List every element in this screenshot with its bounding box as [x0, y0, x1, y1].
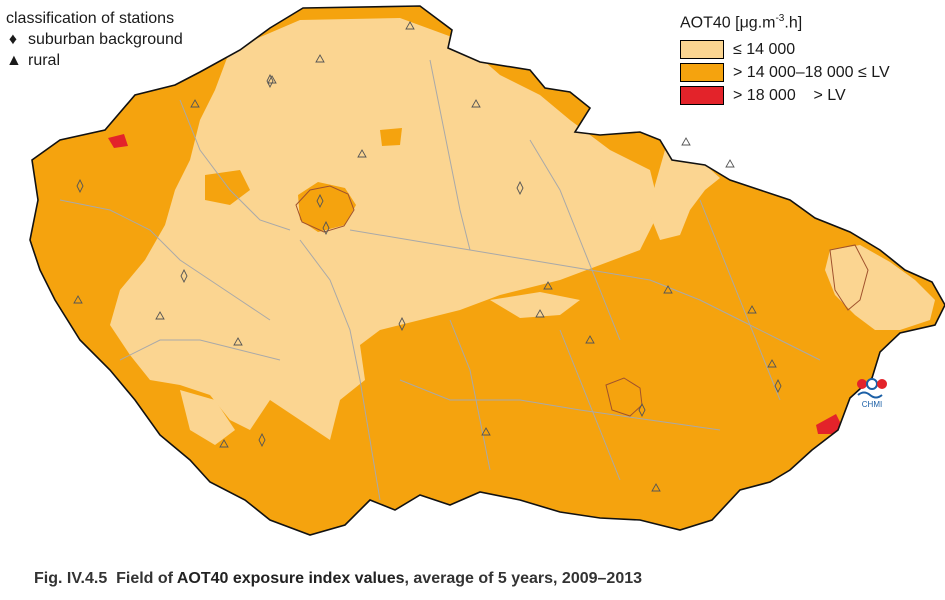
legend-label-low: ≤ 14 000	[733, 40, 796, 58]
region-border	[429, 59, 471, 251]
station-suburban-diamond	[76, 178, 84, 194]
legend-item-mid: > 14 000–18 000 ≤ LV	[680, 61, 890, 84]
station-rural-triangle	[681, 137, 691, 146]
region-border	[449, 319, 491, 471]
chmi-logo-label: CHMI	[861, 400, 883, 409]
legend-item-low: ≤ 14 000	[680, 38, 890, 61]
station-suburban-diamond	[638, 402, 646, 418]
region-border	[649, 279, 821, 361]
legend-label-suburban: suburban background	[28, 31, 183, 48]
station-rural-triangle	[585, 335, 595, 344]
region-border	[59, 199, 271, 321]
chmi-logo-icon	[857, 378, 887, 399]
field-low-zone-northeast	[650, 150, 720, 240]
prague-outline	[295, 185, 355, 233]
stations-legend: classification of stations ♦ suburban ba…	[6, 8, 183, 71]
value-legend-title: AOT40 [μg.m-3.h]	[680, 8, 890, 34]
region-border	[119, 339, 281, 361]
legend-item-high: > 18 000 > LV	[680, 84, 890, 107]
field-red-zone-northwest	[108, 134, 128, 148]
station-rural-triangle	[535, 309, 545, 318]
legend-label-rural: rural	[28, 52, 61, 69]
station-suburban-diamond	[398, 316, 406, 332]
station-suburban-diamond	[516, 180, 524, 196]
triangle-icon: ▲	[6, 52, 22, 69]
legend-label-high: > 18 000 > LV	[733, 86, 846, 104]
station-rural-triangle	[155, 311, 165, 320]
chmi-logo: CHMI	[852, 376, 892, 412]
field-low-zone-east	[825, 245, 935, 330]
region-borders	[59, 59, 821, 501]
station-rural-triangle	[405, 21, 415, 30]
station-suburban-diamond	[258, 432, 266, 448]
station-rural-triangle	[651, 483, 661, 492]
station-rural-triangle	[233, 337, 243, 346]
station-rural-triangle	[747, 305, 757, 314]
station-rural-triangle	[73, 295, 83, 304]
station-suburban-diamond	[316, 193, 324, 209]
region-border	[559, 329, 621, 481]
field-low-patch-center	[490, 292, 580, 318]
region-border	[699, 199, 781, 401]
station-rural-triangle	[357, 149, 367, 158]
value-legend-title-unit: .h]	[784, 14, 803, 32]
region-border	[179, 99, 291, 231]
value-legend-title-text: AOT40 [μg.m	[680, 14, 776, 32]
region-border	[399, 379, 721, 431]
field-low-zone-north	[110, 18, 660, 440]
station-rural-triangle	[471, 99, 481, 108]
legend-item-rural: ▲ rural	[6, 50, 183, 71]
region-border	[299, 239, 381, 501]
station-rural-triangle	[543, 281, 553, 290]
field-high-patch-prague	[298, 182, 356, 232]
figure-caption: Fig. IV.4.5 Field of AOT40 exposure inde…	[34, 570, 642, 588]
station-rural-triangle	[767, 359, 777, 368]
swatch-low	[680, 40, 724, 60]
value-legend: AOT40 [μg.m-3.h] ≤ 14 000 > 14 000–18 00…	[680, 8, 890, 107]
station-suburban-diamond	[322, 220, 330, 236]
diamond-icon: ♦	[8, 31, 18, 48]
stations	[73, 21, 782, 492]
field-high-patch-north	[380, 128, 402, 146]
station-rural-triangle	[663, 285, 673, 294]
station-rural-triangle	[190, 99, 200, 108]
field-low-patch-southwest	[180, 390, 235, 445]
value-legend-title-exponent: -3	[775, 13, 785, 24]
ostrava-outline	[829, 244, 869, 311]
caption-suffix: , average of 5 years, 2009–2013	[404, 570, 643, 587]
swatch-mid	[680, 63, 724, 83]
legend-item-suburban: ♦ suburban background	[6, 29, 183, 50]
station-rural-triangle	[481, 427, 491, 436]
station-rural-triangle	[219, 439, 229, 448]
swatch-high	[680, 86, 724, 106]
station-rural-triangle	[315, 54, 325, 63]
region-border	[349, 229, 651, 281]
field-red-zone-southeast	[816, 414, 842, 434]
station-rural-triangle	[725, 159, 735, 168]
caption-bold: AOT40 exposure index values	[176, 570, 405, 587]
stations-legend-title: classification of stations	[6, 10, 175, 27]
station-suburban-diamond	[774, 378, 782, 394]
station-suburban-diamond	[180, 268, 188, 284]
caption-prefix: Fig. IV.4.5 Field of	[34, 570, 177, 587]
region-border	[529, 139, 621, 341]
station-suburban-diamond	[266, 73, 274, 89]
legend-label-mid: > 14 000–18 000 ≤ LV	[733, 63, 890, 81]
